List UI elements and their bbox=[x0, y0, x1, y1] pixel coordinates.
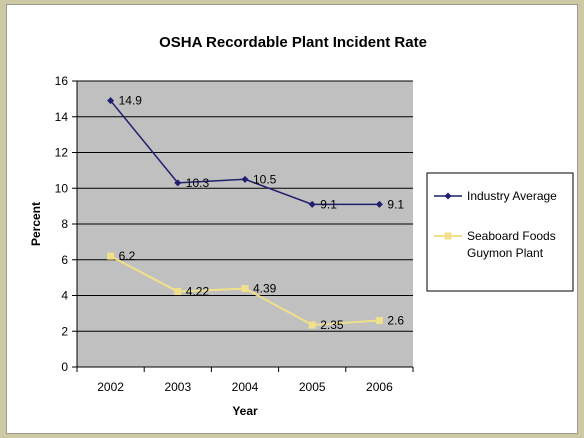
y-tick-label: 12 bbox=[55, 146, 69, 160]
data-label: 6.2 bbox=[119, 249, 136, 263]
legend-box bbox=[426, 172, 574, 292]
data-point bbox=[174, 288, 182, 296]
y-tick-label: 16 bbox=[55, 74, 69, 88]
gridlines bbox=[77, 80, 413, 368]
chart: OSHA Recordable Plant Incident Rate 0 2 4 6… bbox=[29, 34, 574, 418]
y-tick-label: 4 bbox=[61, 289, 68, 303]
data-point bbox=[241, 285, 249, 293]
series-layer: 14.9 10.3 10.5 9.1 9.1 6.2 4.22 4.39 2.35 2.6 bbox=[107, 94, 404, 332]
chart-title: OSHA Recordable Plant Incident Rate bbox=[159, 34, 427, 51]
legend-marker bbox=[444, 192, 452, 200]
legend-marker bbox=[444, 232, 452, 240]
x-tick-label: 2005 bbox=[299, 380, 326, 394]
y-tick-label: 0 bbox=[61, 360, 68, 374]
legend-label-seaboard: Guymon Plant bbox=[467, 246, 544, 260]
data-point bbox=[107, 252, 115, 260]
y-axis-title: Percent bbox=[29, 202, 43, 246]
y-tick-label: 8 bbox=[61, 217, 68, 231]
data-point bbox=[107, 97, 115, 105]
data-label: 4.22 bbox=[186, 285, 210, 299]
data-point bbox=[174, 179, 182, 187]
y-tick-label: 6 bbox=[61, 253, 68, 267]
x-tick-label: 2002 bbox=[97, 380, 124, 394]
y-tick-label: 10 bbox=[55, 181, 69, 195]
series-1: 6.2 4.22 4.39 2.35 2.6 bbox=[107, 249, 404, 332]
data-label: 2.35 bbox=[320, 318, 344, 332]
series-0: 14.9 10.3 10.5 9.1 9.1 bbox=[107, 94, 404, 211]
x-tick-label: 2006 bbox=[366, 380, 393, 394]
data-label: 9.1 bbox=[387, 197, 404, 211]
y-tick-label: 2 bbox=[61, 324, 68, 338]
data-point bbox=[241, 175, 249, 183]
data-label: 14.9 bbox=[119, 94, 143, 108]
chart-frame: OSHA Recordable Plant Incident Rate 0 2 4 6… bbox=[6, 4, 578, 434]
data-point bbox=[308, 200, 316, 208]
data-label: 10.5 bbox=[253, 172, 277, 186]
data-label: 9.1 bbox=[320, 197, 337, 211]
legend-label-seaboard: Seaboard Foods bbox=[467, 229, 556, 243]
data-point bbox=[308, 321, 316, 329]
legend: Industry Average Seaboard Foods Guymon Pla… bbox=[426, 172, 574, 292]
data-label: 2.6 bbox=[387, 314, 404, 328]
data-label: 4.39 bbox=[253, 282, 277, 296]
y-tick-label: 14 bbox=[55, 110, 69, 124]
legend-label-industry: Industry Average bbox=[467, 189, 557, 203]
data-point bbox=[375, 200, 383, 208]
x-axis-title: Year bbox=[232, 404, 258, 418]
x-axis-ticks: 2002 2003 2004 2005 2006 bbox=[76, 367, 414, 394]
x-tick-label: 2004 bbox=[232, 380, 259, 394]
data-label: 10.3 bbox=[186, 176, 210, 190]
data-point bbox=[375, 317, 383, 325]
y-axis-ticks: 0 2 4 6 8 10 12 14 16 bbox=[55, 74, 78, 374]
x-tick-label: 2003 bbox=[164, 380, 191, 394]
